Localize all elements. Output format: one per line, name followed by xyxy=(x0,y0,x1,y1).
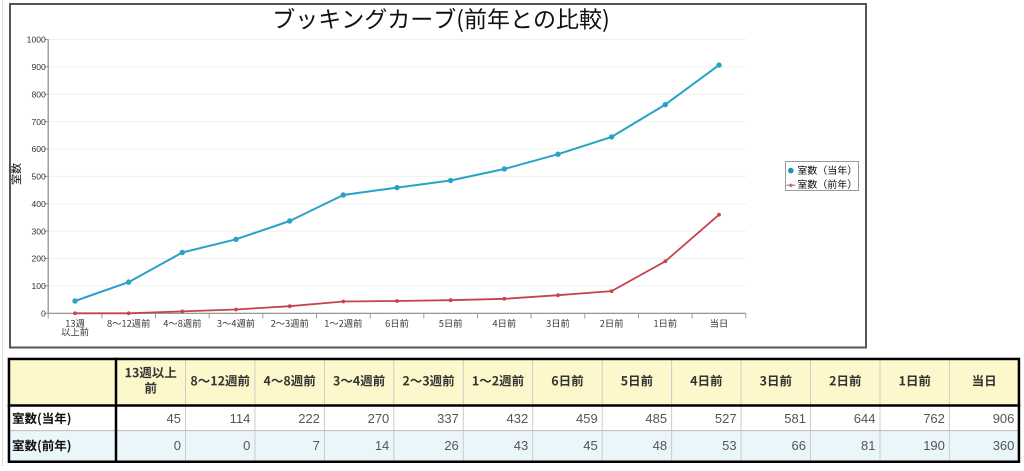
svg-text:762: 762 xyxy=(923,411,945,426)
svg-text:360: 360 xyxy=(993,438,1015,453)
svg-text:190: 190 xyxy=(923,438,945,453)
svg-text:81: 81 xyxy=(861,438,875,453)
svg-text:485: 485 xyxy=(645,411,667,426)
svg-text:459: 459 xyxy=(576,411,598,426)
svg-text:48: 48 xyxy=(653,438,667,453)
svg-text:26: 26 xyxy=(444,438,458,453)
svg-text:0: 0 xyxy=(243,438,250,453)
svg-text:906: 906 xyxy=(993,411,1015,426)
svg-text:14: 14 xyxy=(375,438,389,453)
svg-text:270: 270 xyxy=(368,411,390,426)
svg-text:432: 432 xyxy=(506,411,528,426)
svg-text:581: 581 xyxy=(784,411,806,426)
svg-text:100: 100 xyxy=(31,281,46,291)
svg-text:300: 300 xyxy=(31,226,46,236)
svg-text:800: 800 xyxy=(31,89,46,99)
svg-text:600: 600 xyxy=(31,144,46,154)
svg-text:66: 66 xyxy=(792,438,806,453)
svg-text:644: 644 xyxy=(854,411,876,426)
svg-text:527: 527 xyxy=(715,411,737,426)
svg-text:222: 222 xyxy=(298,411,320,426)
svg-text:500: 500 xyxy=(31,172,46,182)
svg-text:0: 0 xyxy=(41,309,46,319)
svg-text:7: 7 xyxy=(313,438,320,453)
svg-text:114: 114 xyxy=(230,411,251,426)
svg-text:43: 43 xyxy=(514,438,528,453)
svg-text:900: 900 xyxy=(31,62,46,72)
svg-text:337: 337 xyxy=(437,411,459,426)
svg-text:0: 0 xyxy=(174,438,181,453)
svg-text:53: 53 xyxy=(722,438,736,453)
svg-text:45: 45 xyxy=(583,438,597,453)
svg-text:45: 45 xyxy=(167,411,181,426)
svg-text:400: 400 xyxy=(31,199,46,209)
svg-text:700: 700 xyxy=(31,117,46,127)
svg-text:1000: 1000 xyxy=(27,35,46,45)
svg-text:200: 200 xyxy=(31,254,46,264)
